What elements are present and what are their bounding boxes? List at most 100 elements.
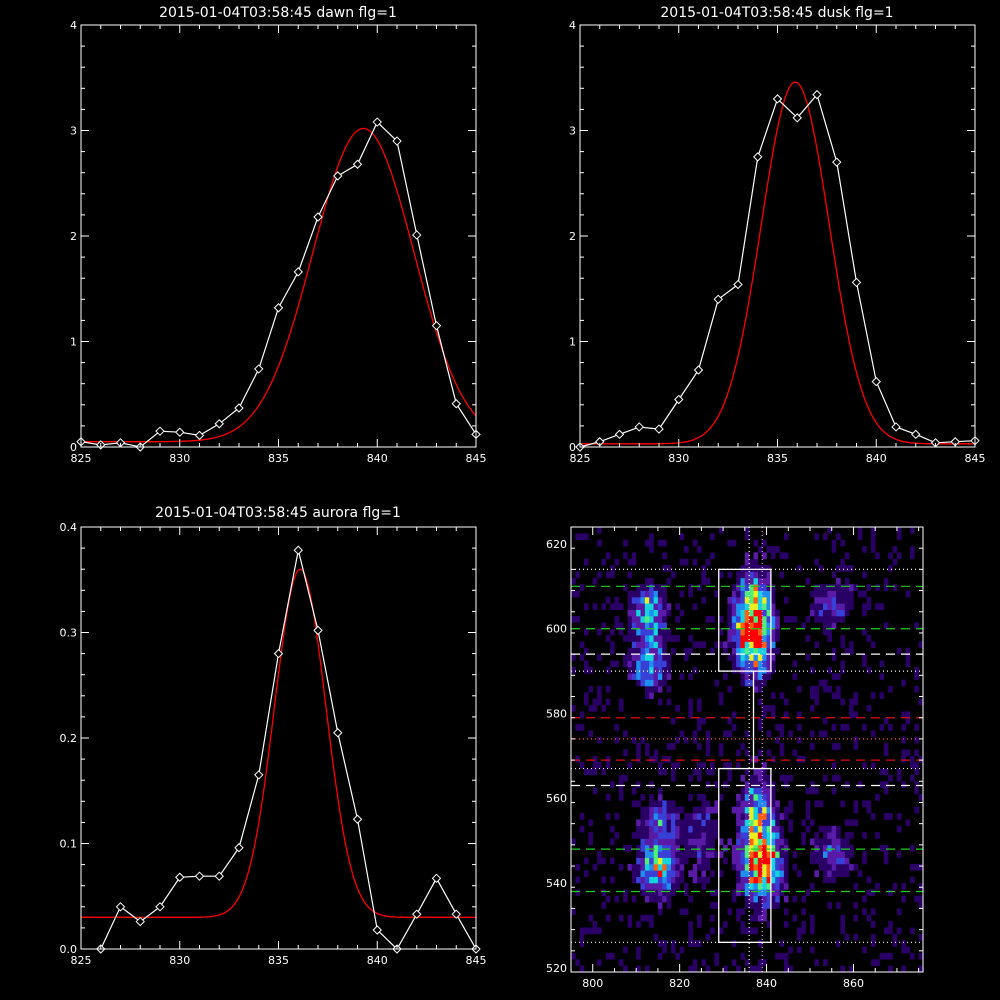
heatmap-cell — [862, 660, 867, 668]
heatmap-cell — [614, 660, 620, 668]
heatmap-cell — [801, 927, 806, 935]
heatmap-cell — [731, 940, 737, 947]
heatmap-cell — [697, 921, 702, 928]
heatmap-cell — [757, 577, 763, 585]
heatmap-cell — [827, 527, 832, 534]
heatmap-cell — [762, 622, 767, 630]
heatmap-cell — [818, 863, 824, 871]
heatmap-cell — [636, 863, 641, 871]
heatmap-cell — [740, 577, 746, 585]
heatmap-cell — [744, 768, 750, 776]
data-point-marker — [451, 399, 461, 409]
heatmap-cell — [762, 851, 767, 858]
heatmap-cell — [640, 590, 646, 598]
heatmap-cell — [814, 787, 819, 795]
heatmap-cell — [918, 933, 924, 941]
heatmap-cell — [862, 603, 867, 610]
heatmap-cell — [757, 851, 763, 858]
heatmap-cell — [740, 832, 746, 839]
heatmap-cell — [649, 666, 654, 674]
heatmap-cell — [827, 825, 832, 833]
heatmap-cell — [879, 844, 885, 852]
heatmap-cell — [792, 616, 798, 623]
heatmap-cell — [671, 876, 676, 884]
heatmap-cell — [883, 857, 889, 865]
heatmap-cell — [744, 679, 750, 687]
heatmap-cell — [623, 660, 628, 668]
heatmap-cell — [740, 673, 746, 680]
heatmap-cell — [631, 870, 637, 877]
heatmap-cell — [657, 698, 663, 706]
heatmap-cell — [753, 603, 759, 610]
heatmap-cell — [610, 628, 615, 636]
heatmap-cell — [770, 616, 776, 623]
heatmap-cell — [627, 673, 633, 680]
x-tick-label: 825 — [71, 954, 92, 967]
heatmap-cell — [862, 908, 867, 916]
heatmap-cell — [762, 628, 767, 636]
heatmap-cell — [640, 647, 646, 655]
heatmap-cell — [666, 577, 672, 585]
heatmap-cell — [823, 596, 828, 604]
heatmap-cell — [762, 711, 767, 719]
heatmap-cell — [770, 692, 776, 699]
data-point-marker — [135, 916, 145, 927]
heatmap-cell — [697, 743, 702, 750]
heatmap-cell — [614, 558, 620, 566]
heatmap-cell — [757, 596, 763, 604]
heatmap-cell — [723, 647, 728, 655]
heatmap-cell — [649, 635, 654, 642]
heatmap-cell — [788, 965, 793, 973]
heatmap-cell — [718, 870, 724, 877]
selection-box — [718, 568, 772, 672]
heatmap-cell — [697, 838, 702, 846]
heatmap-cell — [623, 965, 628, 973]
heatmap-cell — [662, 539, 667, 547]
heatmap-cell — [671, 571, 676, 579]
x-tick-label: 840 — [367, 954, 388, 967]
heatmap-cell — [775, 635, 780, 642]
heatmap-cell — [640, 603, 646, 610]
data-point-marker — [155, 902, 165, 912]
heatmap-cell — [823, 616, 828, 623]
heatmap-cell — [775, 546, 780, 553]
heatmap-cell — [653, 685, 659, 693]
heatmap-cell — [870, 908, 876, 916]
heatmap-cell — [762, 832, 767, 839]
heatmap-cell — [910, 762, 915, 769]
heatmap-cell — [736, 965, 741, 973]
heatmap-cell — [614, 724, 620, 731]
heatmap-cell — [775, 870, 780, 877]
heatmap-cell — [649, 673, 654, 680]
heatmap-cell — [688, 832, 693, 839]
heatmap-cell — [744, 596, 750, 604]
heatmap-cell — [831, 870, 837, 877]
heatmap-cell — [801, 819, 806, 827]
heatmap-cell — [836, 774, 841, 782]
heatmap-cell — [901, 724, 906, 731]
heatmap-cell — [810, 781, 815, 788]
heatmap-cell — [762, 883, 767, 890]
heatmap-cell — [757, 609, 763, 617]
heatmap-cell — [870, 959, 876, 966]
heatmap-cell — [862, 654, 867, 661]
heatmap-cell — [770, 641, 776, 649]
heatmap-cell — [679, 819, 685, 827]
heatmap-cell — [697, 863, 702, 871]
heatmap-cell — [792, 749, 798, 757]
heatmap-cell — [710, 552, 715, 560]
data-point-marker — [254, 364, 264, 374]
data-point-marker — [115, 902, 126, 912]
heatmap-cell — [623, 552, 628, 560]
heatmap-cell — [749, 914, 754, 922]
heatmap-cell — [810, 685, 815, 693]
heatmap-cell — [840, 584, 845, 591]
heatmap-cell — [844, 596, 850, 604]
heatmap-cell — [744, 622, 750, 630]
heatmap-cell — [649, 641, 654, 649]
heatmap-cell — [749, 863, 754, 871]
heatmap-cell — [705, 819, 711, 827]
heatmap-cell — [705, 730, 711, 738]
heatmap-cell — [675, 883, 680, 890]
heatmap-cell — [644, 622, 650, 630]
